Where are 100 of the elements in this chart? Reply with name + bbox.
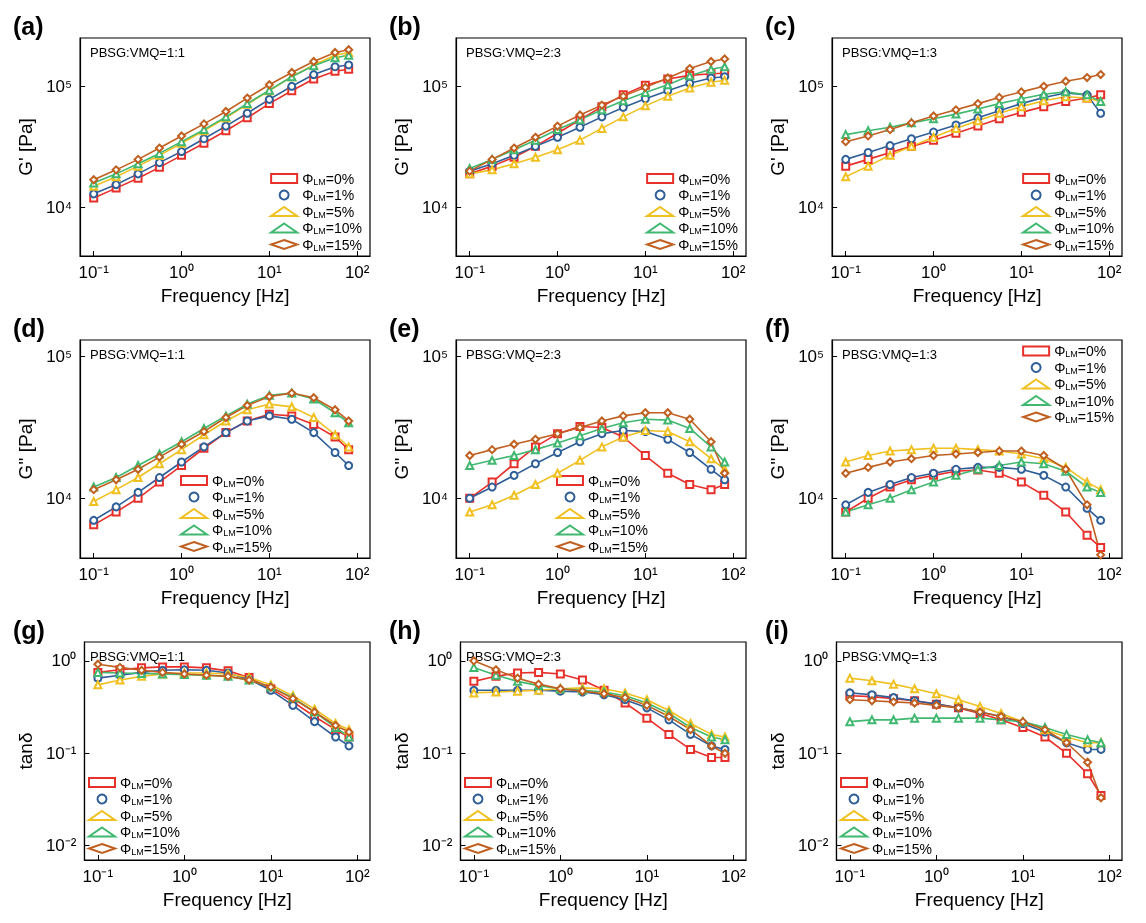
y-axis-title: G' [Pa] <box>391 118 412 176</box>
chart-title: (e) <box>389 313 420 342</box>
x-tick-label: 10² <box>1096 263 1122 282</box>
y-tick-label: 10⁴ <box>797 198 825 218</box>
x-tick-label: 10⁰ <box>547 867 573 886</box>
legend-label: ΦLM=10% <box>212 522 272 538</box>
legend-label: ΦLM=5% <box>872 807 925 824</box>
legend-label: ΦLM=0% <box>302 170 355 187</box>
legend-label: ΦLM=1% <box>120 791 173 807</box>
y-axis-title: tanδ <box>15 732 36 770</box>
x-tick-label: 10² <box>1096 565 1122 584</box>
legend-label: ΦLM=5% <box>120 807 173 824</box>
x-tick-label: 10¹ <box>1010 867 1036 886</box>
y-tick-label: 10⁵ <box>798 76 825 96</box>
x-tick-label: 10² <box>345 867 370 886</box>
annotation: PBSG:VMQ=1:3 <box>842 45 938 60</box>
legend-label: ΦLM=10% <box>1054 220 1115 236</box>
y-tick-label: 10⁰ <box>803 651 829 671</box>
x-tick-label: 10² <box>721 867 746 886</box>
y-tick-label: 10⁻² <box>45 836 77 856</box>
y-tick-label: 10⁰ <box>427 651 453 671</box>
x-tick-label: 10⁰ <box>923 867 949 886</box>
y-tick-label: 10⁴ <box>45 488 73 508</box>
legend-label: ΦLM=0% <box>678 170 731 187</box>
x-tick-label: 10² <box>720 263 746 282</box>
x-tick-label: 10⁻¹ <box>454 263 486 282</box>
annotation: PBSG:VMQ=1:3 <box>842 649 938 664</box>
legend-label: ΦLM=5% <box>1054 203 1107 220</box>
x-tick-label: 10¹ <box>257 565 282 584</box>
legend-label: ΦLM=10% <box>872 824 932 840</box>
legend-label: ΦLM=1% <box>496 791 549 807</box>
legend-label: ΦLM=15% <box>1054 409 1115 425</box>
y-axis-title: G' [Pa] <box>15 118 36 176</box>
chart-title: (h) <box>389 615 421 644</box>
y-tick-label: 10⁻² <box>421 836 453 856</box>
x-tick-label: 10⁻¹ <box>458 867 490 886</box>
chart-title: (g) <box>13 615 45 644</box>
legend-label: ΦLM=5% <box>678 203 731 220</box>
legend-label: ΦLM=15% <box>496 840 556 857</box>
y-tick-label: 10⁵ <box>422 346 449 366</box>
x-tick-label: 10² <box>1097 867 1122 886</box>
x-axis-title: Frequency [Hz] <box>536 587 666 608</box>
y-axis-title: tanδ <box>767 732 788 770</box>
y-tick-label: 10⁻² <box>797 836 829 856</box>
annotation: PBSG:VMQ=1:3 <box>842 347 938 362</box>
x-axis-title: Frequency [Hz] <box>160 587 290 608</box>
annotation: PBSG:VMQ=2:3 <box>466 649 562 664</box>
x-axis-title: Frequency [Hz] <box>160 285 290 306</box>
legend-label: ΦLM=1% <box>678 187 731 203</box>
legend-label: ΦLM=10% <box>120 824 180 840</box>
legend-label: ΦLM=5% <box>496 807 549 824</box>
legend-label: ΦLM=0% <box>496 774 549 791</box>
annotation: PBSG:VMQ=2:3 <box>466 45 562 60</box>
y-axis-title: G' [Pa] <box>767 118 788 176</box>
legend-label: ΦLM=5% <box>302 203 355 220</box>
y-axis-title: tanδ <box>391 732 412 770</box>
x-tick-label: 10¹ <box>633 565 658 584</box>
annotation: PBSG:VMQ=1:1 <box>90 649 186 664</box>
x-tick-label: 10⁰ <box>169 565 194 584</box>
legend-label: ΦLM=15% <box>302 236 363 253</box>
x-tick-label: 10⁻¹ <box>830 565 862 584</box>
y-tick-label: 10⁵ <box>46 346 73 366</box>
x-tick-label: 10⁻¹ <box>82 867 114 886</box>
chart-title: (i) <box>765 615 789 644</box>
legend-label: ΦLM=15% <box>678 236 739 253</box>
legend-label: ΦLM=1% <box>302 187 355 203</box>
x-axis-title: Frequency [Hz] <box>912 587 1042 608</box>
y-tick-label: 10⁻¹ <box>45 743 77 763</box>
legend-label: ΦLM=15% <box>588 538 648 555</box>
x-tick-label: 10¹ <box>634 867 660 886</box>
legend-label: ΦLM=10% <box>1054 392 1115 409</box>
x-tick-label: 10⁻¹ <box>78 565 110 584</box>
legend-label: ΦLM=1% <box>1054 187 1107 203</box>
legend-label: ΦLM=15% <box>212 538 272 555</box>
x-tick-label: 10¹ <box>257 263 282 282</box>
x-tick-label: 10⁻¹ <box>834 867 866 886</box>
legend-label: ΦLM=15% <box>872 840 932 857</box>
chart-title: (b) <box>389 11 421 40</box>
legend-label: ΦLM=10% <box>302 220 363 236</box>
chart-title: (d) <box>13 313 45 342</box>
legend-label: ΦLM=1% <box>588 489 641 505</box>
legend-label: ΦLM=5% <box>212 505 265 522</box>
y-axis-title: G'' [Pa] <box>767 418 788 480</box>
y-tick-label: 10⁴ <box>45 198 73 218</box>
y-tick-label: 10⁵ <box>46 76 73 96</box>
x-tick-label: 10⁰ <box>921 263 946 282</box>
x-axis-title: Frequency [Hz] <box>162 889 292 910</box>
x-tick-label: 10⁻¹ <box>78 263 110 282</box>
legend-label: ΦLM=5% <box>1054 376 1107 392</box>
legend-label: ΦLM=1% <box>872 791 925 807</box>
x-tick-label: 10¹ <box>633 263 658 282</box>
x-tick-label: 10⁻¹ <box>454 565 486 584</box>
legend-label: ΦLM=0% <box>872 774 925 791</box>
x-tick-label: 10² <box>344 263 370 282</box>
x-tick-label: 10² <box>344 565 370 584</box>
x-tick-label: 10⁰ <box>545 263 570 282</box>
legend-label: ΦLM=0% <box>1054 343 1107 359</box>
x-axis-title: Frequency [Hz] <box>912 285 1042 306</box>
x-tick-label: 10² <box>720 565 746 584</box>
legend-label: ΦLM=0% <box>212 472 265 489</box>
